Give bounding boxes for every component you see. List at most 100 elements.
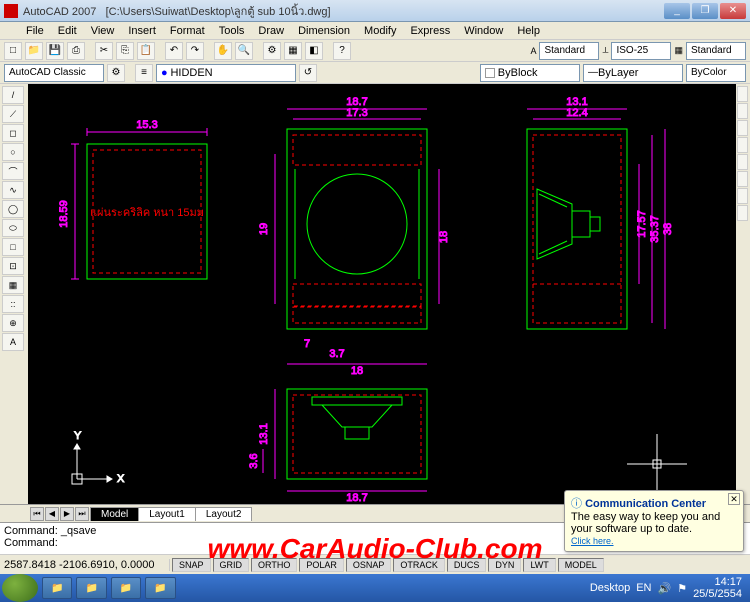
- start-button[interactable]: [2, 574, 38, 602]
- dimstyle-select[interactable]: ISO-25: [611, 42, 671, 60]
- menu-edit[interactable]: Edit: [52, 24, 83, 38]
- mode-dyn[interactable]: DYN: [488, 558, 521, 572]
- draw-tool-icon[interactable]: ⟋: [2, 105, 24, 123]
- notif-link[interactable]: Click here.: [571, 536, 614, 546]
- task-item[interactable]: 📁: [111, 577, 141, 599]
- draw-tool-icon[interactable]: □: [2, 238, 24, 256]
- close-button[interactable]: ✕: [720, 3, 746, 19]
- tab-layout1[interactable]: Layout1: [138, 507, 196, 521]
- tab-next-icon[interactable]: ▶: [60, 507, 74, 521]
- cut-icon[interactable]: ✂: [95, 42, 113, 60]
- color-select[interactable]: ByBlock: [480, 64, 580, 82]
- menu-express[interactable]: Express: [404, 24, 456, 38]
- notif-close-icon[interactable]: ✕: [728, 493, 740, 505]
- workspace-select[interactable]: AutoCAD Classic: [4, 64, 104, 82]
- draw-tool-icon[interactable]: ⊡: [2, 257, 24, 275]
- mode-ortho[interactable]: ORTHO: [251, 558, 297, 572]
- maximize-button[interactable]: ❐: [692, 3, 718, 19]
- menu-dimension[interactable]: Dimension: [292, 24, 356, 38]
- mode-grid[interactable]: GRID: [213, 558, 250, 572]
- draw-tool-icon[interactable]: /: [2, 86, 24, 104]
- draw-tool-icon[interactable]: ⬭: [2, 219, 24, 237]
- draw-tool-icon[interactable]: ⊕: [2, 314, 24, 332]
- svg-text:18.59: 18.59: [58, 200, 70, 228]
- menu-window[interactable]: Window: [458, 24, 509, 38]
- tool-icon[interactable]: [737, 188, 748, 204]
- layer-prev-icon[interactable]: ↺: [299, 64, 317, 82]
- svg-text:12.4: 12.4: [566, 107, 587, 119]
- task-item[interactable]: 📁: [145, 577, 175, 599]
- mode-ducs[interactable]: DUCS: [447, 558, 487, 572]
- undo-icon[interactable]: ↶: [165, 42, 183, 60]
- draw-tool-icon[interactable]: A: [2, 333, 24, 351]
- svg-text:Y: Y: [74, 430, 82, 442]
- draw-tool-icon[interactable]: ::: [2, 295, 24, 313]
- tool-icon[interactable]: [737, 120, 748, 136]
- svg-text:19: 19: [258, 223, 270, 235]
- zoom-icon[interactable]: 🔍: [235, 42, 253, 60]
- pan-icon[interactable]: ✋: [214, 42, 232, 60]
- mode-polar[interactable]: POLAR: [299, 558, 344, 572]
- statusbar: 2587.8418 -2106.6910, 0.0000 SNAPGRIDORT…: [0, 554, 750, 574]
- menu-insert[interactable]: Insert: [122, 24, 162, 38]
- layer-icon[interactable]: ≡: [135, 64, 153, 82]
- menu-help[interactable]: Help: [511, 24, 546, 38]
- svg-text:35.37: 35.37: [649, 215, 661, 243]
- draw-tool-icon[interactable]: ⌒: [2, 162, 24, 180]
- draw-tool-icon[interactable]: ◻: [2, 124, 24, 142]
- new-icon[interactable]: □: [4, 42, 22, 60]
- save-icon[interactable]: 💾: [46, 42, 64, 60]
- tab-model[interactable]: Model: [90, 507, 139, 521]
- tool-icon[interactable]: [737, 137, 748, 153]
- help-icon[interactable]: ?: [333, 42, 351, 60]
- lineweight-select[interactable]: ByColor: [686, 64, 746, 82]
- mode-lwt[interactable]: LWT: [523, 558, 555, 572]
- tool-icon[interactable]: [737, 86, 748, 102]
- mode-otrack[interactable]: OTRACK: [393, 558, 445, 572]
- draw-tool-icon[interactable]: ▦: [2, 276, 24, 294]
- toolbar-standard: □ 📁 💾 ⎙ ✂ ⎘ 📋 ↶ ↷ ✋ 🔍 ⚙ ▦ ◧ ? A Standard…: [0, 40, 750, 62]
- tray-icon[interactable]: ⚑: [677, 582, 687, 595]
- tool-icon[interactable]: ◧: [305, 42, 323, 60]
- tool-icon[interactable]: [737, 103, 748, 119]
- tablestyle-select[interactable]: Standard: [686, 42, 746, 60]
- copy-icon[interactable]: ⎘: [116, 42, 134, 60]
- ws-settings-icon[interactable]: ⚙: [107, 64, 125, 82]
- tool-icon[interactable]: ▦: [284, 42, 302, 60]
- draw-tool-icon[interactable]: ∿: [2, 181, 24, 199]
- svg-text:X: X: [117, 473, 125, 485]
- menu-file[interactable]: File: [20, 24, 50, 38]
- textstyle-select[interactable]: Standard: [539, 42, 599, 60]
- print-icon[interactable]: ⎙: [67, 42, 85, 60]
- tool-icon[interactable]: [737, 154, 748, 170]
- tool-icon[interactable]: ⚙: [263, 42, 281, 60]
- task-item[interactable]: 📁: [76, 577, 106, 599]
- menu-tools[interactable]: Tools: [213, 24, 251, 38]
- menu-modify[interactable]: Modify: [358, 24, 402, 38]
- paste-icon[interactable]: 📋: [137, 42, 155, 60]
- tab-layout2[interactable]: Layout2: [195, 507, 253, 521]
- open-icon[interactable]: 📁: [25, 42, 43, 60]
- drawing-canvas[interactable]: แผ่นระคริลิค หนา 15มม 15.3 18.59 18.7: [28, 84, 736, 504]
- linetype-select[interactable]: — ByLayer: [583, 64, 683, 82]
- tab-first-icon[interactable]: ⏮: [30, 507, 44, 521]
- draw-tool-icon[interactable]: ○: [2, 143, 24, 161]
- layer-select[interactable]: ● HIDDEN: [156, 64, 296, 82]
- draw-tool-icon[interactable]: ◯: [2, 200, 24, 218]
- tool-icon[interactable]: [737, 205, 748, 221]
- mode-osnap[interactable]: OSNAP: [346, 558, 392, 572]
- show-desktop[interactable]: Desktop: [590, 582, 630, 594]
- redo-icon[interactable]: ↷: [186, 42, 204, 60]
- minimize-button[interactable]: _: [664, 3, 690, 19]
- lang-indicator[interactable]: EN: [636, 582, 651, 594]
- menu-format[interactable]: Format: [164, 24, 211, 38]
- tool-icon[interactable]: [737, 171, 748, 187]
- task-item[interactable]: 📁: [42, 577, 72, 599]
- tab-last-icon[interactable]: ⏭: [75, 507, 89, 521]
- tab-prev-icon[interactable]: ◀: [45, 507, 59, 521]
- tray-icon[interactable]: 🔊: [657, 582, 671, 595]
- mode-snap[interactable]: SNAP: [172, 558, 211, 572]
- mode-model[interactable]: MODEL: [558, 558, 604, 572]
- menu-draw[interactable]: Draw: [252, 24, 290, 38]
- menu-view[interactable]: View: [85, 24, 121, 38]
